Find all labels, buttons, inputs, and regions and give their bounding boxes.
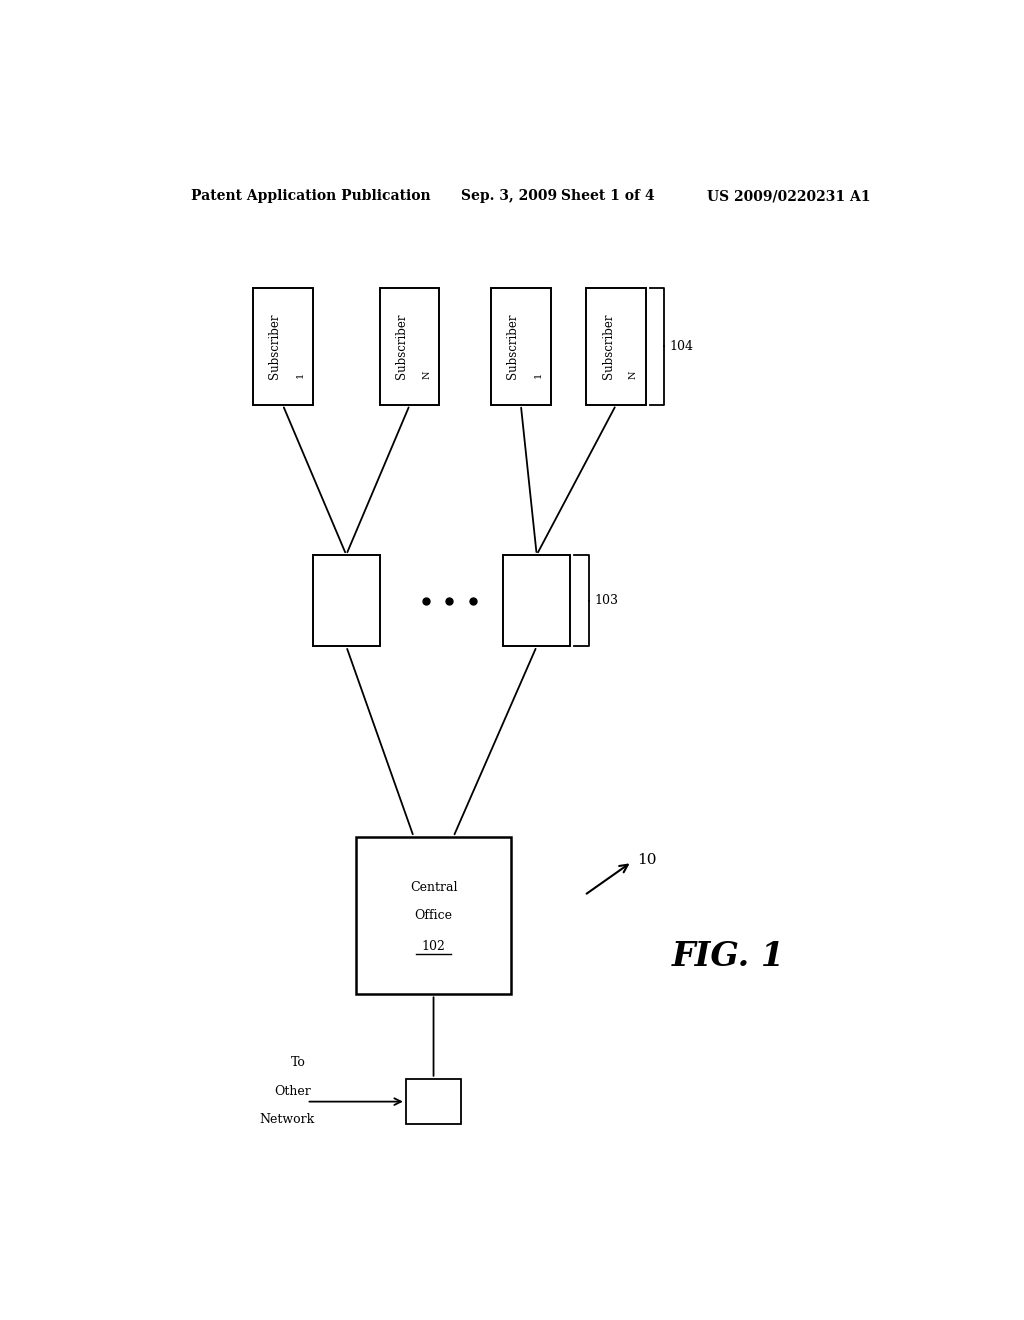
Bar — [312, 554, 380, 647]
Text: N: N — [423, 371, 432, 379]
Bar — [492, 288, 551, 405]
Text: Office: Office — [415, 909, 453, 923]
Text: 1: 1 — [534, 372, 543, 378]
Text: Central: Central — [410, 880, 458, 894]
Text: Sheet 1 of 4: Sheet 1 of 4 — [560, 189, 654, 203]
Bar — [356, 837, 511, 994]
Text: N: N — [629, 371, 638, 379]
Text: Network: Network — [259, 1113, 314, 1126]
Bar — [587, 288, 646, 405]
Text: 1: 1 — [296, 372, 305, 378]
Text: 102: 102 — [422, 940, 445, 953]
Text: Sep. 3, 2009: Sep. 3, 2009 — [461, 189, 557, 203]
Text: Subscriber: Subscriber — [602, 314, 614, 379]
Text: Subscriber: Subscriber — [268, 314, 282, 379]
Text: Subscriber: Subscriber — [395, 314, 409, 379]
Text: Subscriber: Subscriber — [507, 314, 519, 379]
Text: 104: 104 — [670, 341, 693, 352]
Bar — [406, 1078, 461, 1125]
Text: 103: 103 — [594, 594, 618, 607]
Bar — [253, 288, 312, 405]
Text: FIG. 1: FIG. 1 — [672, 940, 784, 973]
Text: To: To — [291, 1056, 306, 1069]
Bar — [503, 554, 570, 647]
Text: Other: Other — [273, 1085, 310, 1098]
Text: Patent Application Publication: Patent Application Publication — [191, 189, 431, 203]
Bar — [380, 288, 439, 405]
Text: US 2009/0220231 A1: US 2009/0220231 A1 — [708, 189, 870, 203]
Text: 10: 10 — [638, 853, 657, 867]
